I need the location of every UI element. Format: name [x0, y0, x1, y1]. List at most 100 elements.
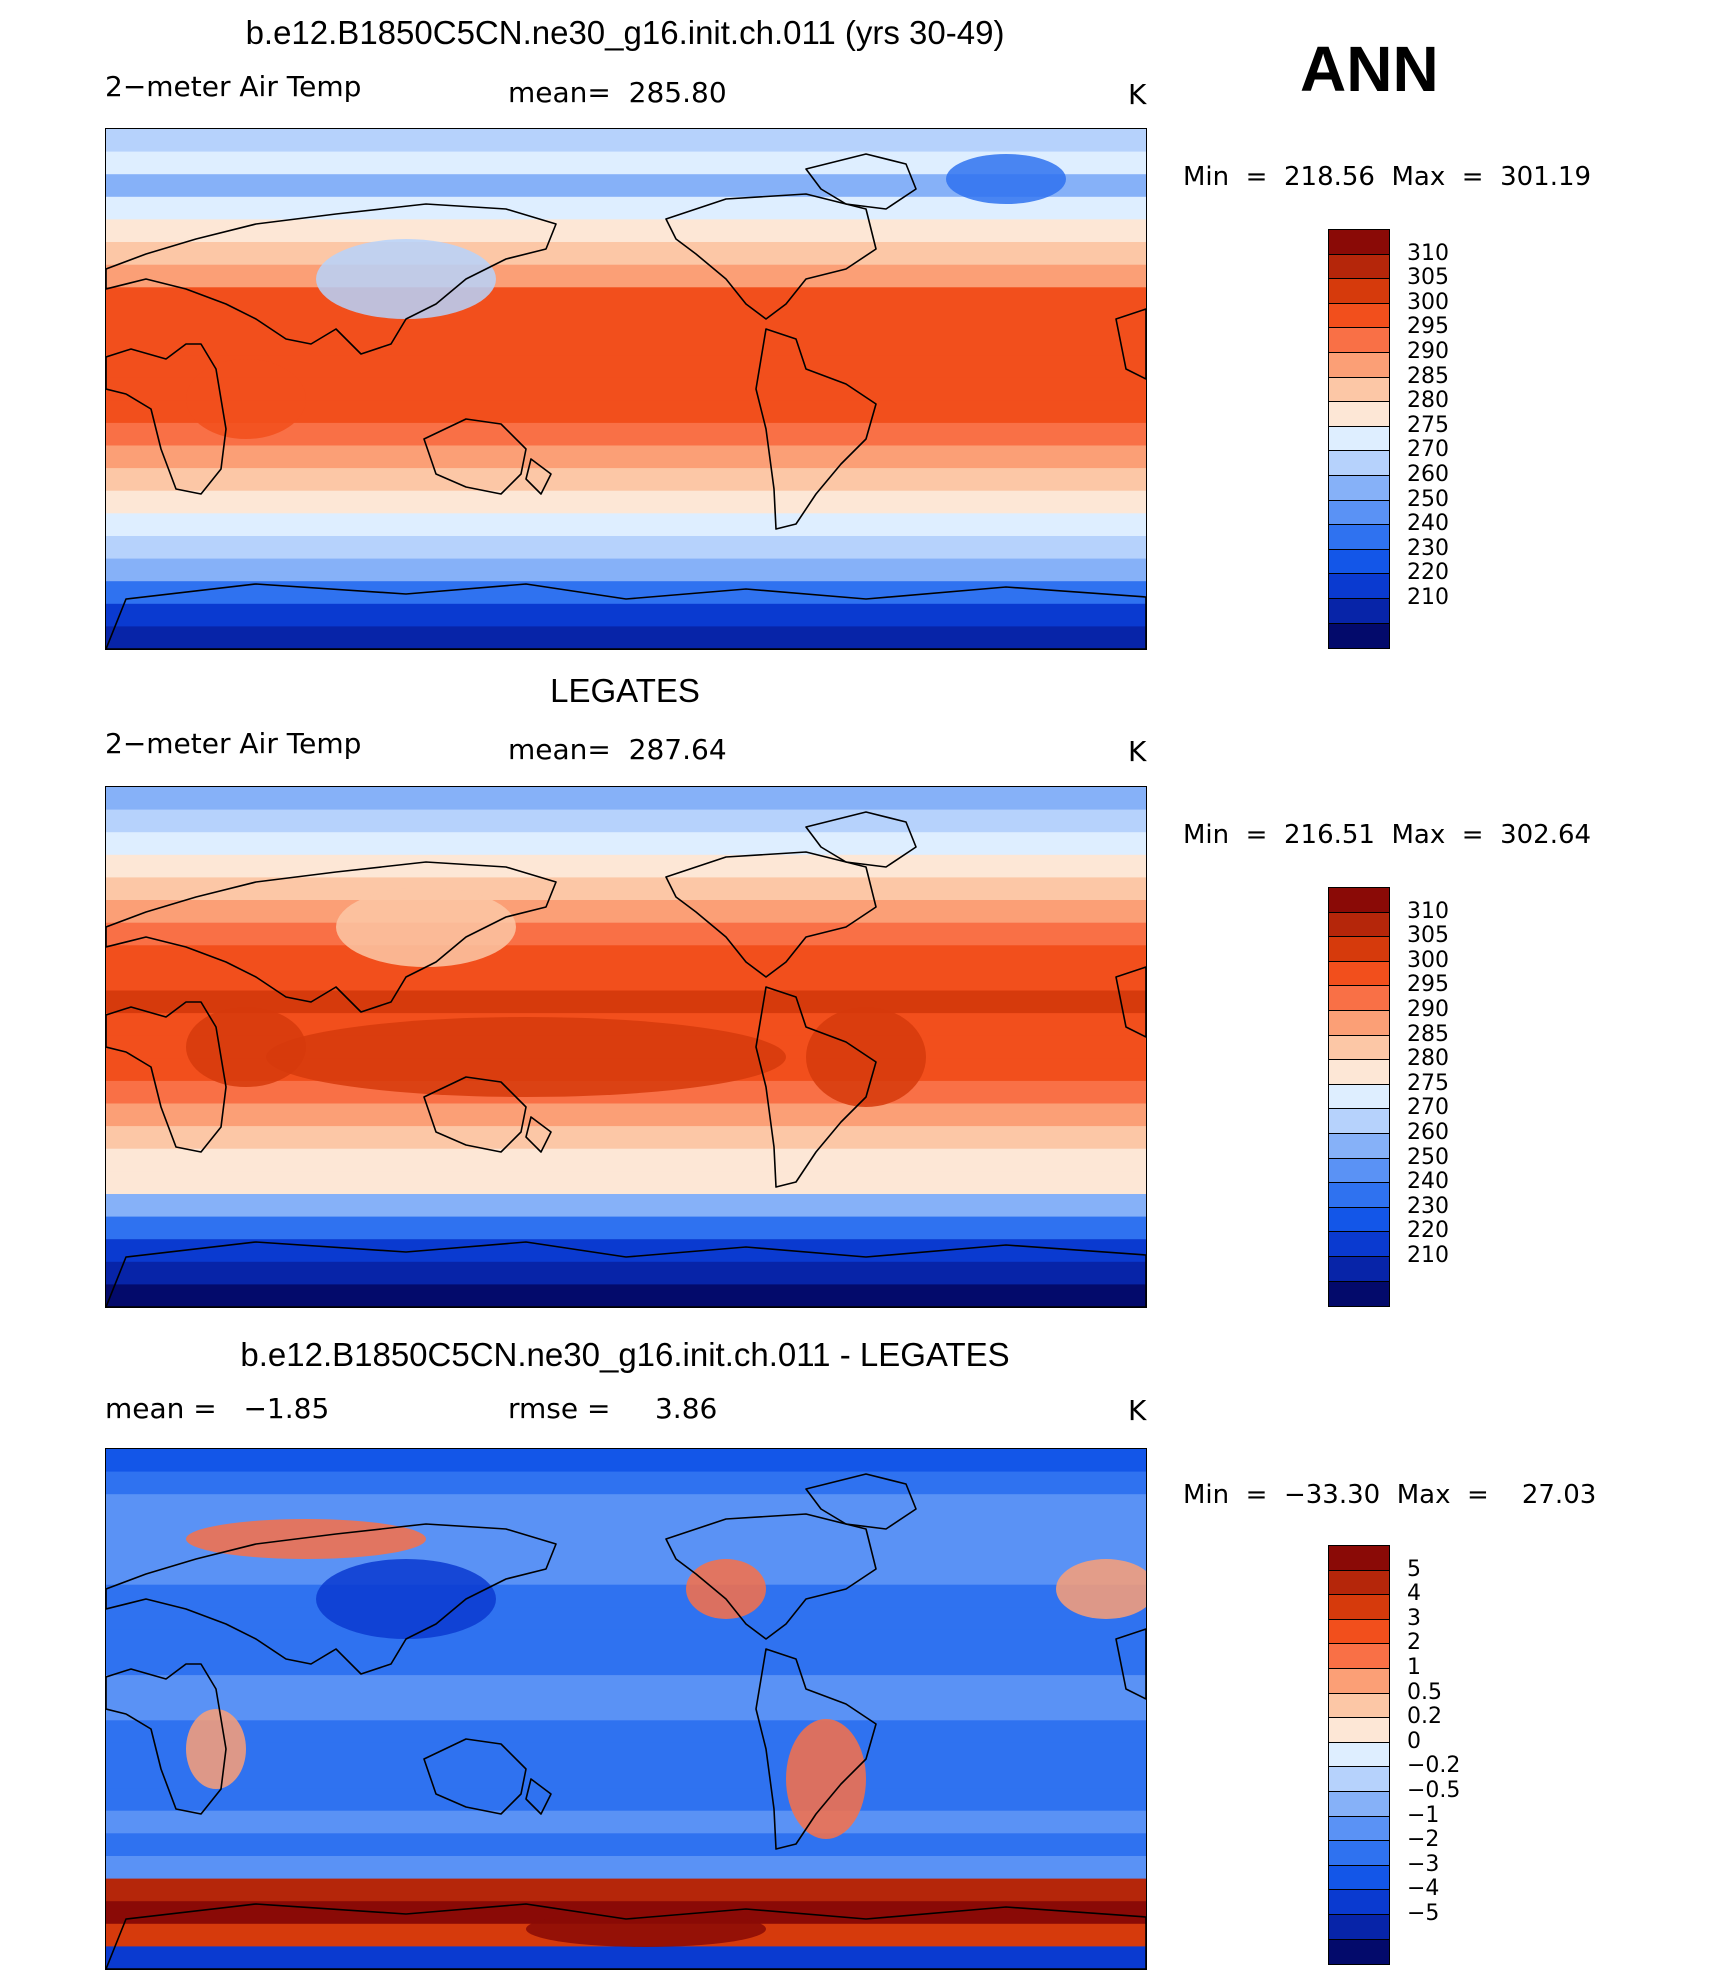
colorbar-tick-label: 280 — [1407, 388, 1449, 414]
map-lat-band — [106, 1675, 1146, 1699]
map-lat-band — [106, 196, 1146, 221]
colorbar-box — [1329, 475, 1389, 501]
map-lat-band — [106, 1284, 1146, 1307]
panel2-minmax: Min = 216.51 Max = 302.64 — [1183, 820, 1592, 850]
coastline — [665, 851, 877, 978]
map-lat-band — [106, 990, 1146, 1015]
coastline — [106, 1241, 1146, 1307]
colorbar-tick-label: −5 — [1407, 1901, 1440, 1926]
map-field-region — [316, 1559, 496, 1639]
panel2-units: K — [1128, 735, 1147, 768]
coastline — [106, 1663, 227, 1815]
map-lat-band — [106, 854, 1146, 879]
coastline — [755, 986, 877, 1188]
map-field-region — [686, 1559, 766, 1619]
coastline — [525, 1116, 552, 1153]
colorbar-box — [1329, 1060, 1389, 1085]
map-lat-band — [106, 219, 1146, 243]
colorbar-box — [1329, 1035, 1389, 1061]
colorbar-box — [1329, 1546, 1389, 1571]
map-lat-band — [106, 151, 1146, 176]
panel2-variable: 2−meter Air Temp — [105, 727, 362, 760]
coastline — [106, 1001, 227, 1153]
coastline — [106, 861, 557, 1013]
colorbar-box — [1329, 303, 1389, 329]
colorbar-box — [1329, 402, 1389, 427]
map-field-region — [186, 1007, 306, 1087]
colorbar-tick-label: 310 — [1407, 898, 1449, 924]
colorbar-tick-label: 260 — [1407, 462, 1449, 487]
map-lat-band — [106, 922, 1146, 947]
colorbar-box — [1329, 254, 1389, 280]
coastline — [805, 1473, 917, 1530]
map-lat-band — [106, 513, 1146, 537]
map-lat-band — [106, 1261, 1146, 1286]
map-lat-band — [106, 1878, 1146, 1903]
panel1-mean: mean= 285.80 — [508, 76, 727, 109]
map-lat-band — [106, 877, 1146, 901]
coastline — [106, 1523, 557, 1675]
map-lat-band — [106, 1720, 1146, 1744]
coastline — [1115, 966, 1146, 1038]
panel1-map — [105, 128, 1147, 650]
panel3-rmse: rmse = 3.86 — [508, 1392, 718, 1425]
map-lat-band — [106, 1584, 1146, 1609]
colorbar-tick-label: 210 — [1407, 1243, 1449, 1268]
map-lat-band — [106, 536, 1146, 560]
map-lat-band — [106, 129, 1146, 153]
map-lat-band — [106, 1126, 1146, 1150]
colorbar-tick-label: 2 — [1407, 1630, 1421, 1656]
map-field-region — [186, 359, 306, 439]
colorbar-tick-label: 310 — [1407, 240, 1449, 266]
colorbar-box — [1329, 1939, 1389, 1965]
map-field-region — [946, 154, 1066, 204]
coastline — [805, 811, 917, 868]
colorbar-box — [1329, 1718, 1389, 1743]
map-lat-band — [106, 1607, 1146, 1631]
map-lat-band — [106, 1629, 1146, 1654]
colorbar-tick-label: 300 — [1407, 947, 1449, 973]
colorbar-tick-label: 230 — [1407, 535, 1449, 561]
colorbar-box — [1329, 1890, 1389, 1915]
colorbar-box — [1329, 451, 1389, 476]
colorbar-box — [1329, 574, 1389, 599]
colorbar-box — [1329, 1207, 1389, 1233]
panel3-map — [105, 1448, 1147, 1970]
panel1-variable: 2−meter Air Temp — [105, 70, 362, 103]
map-field-region — [266, 1017, 786, 1097]
map-lat-band — [106, 1697, 1146, 1722]
map-lat-band — [106, 809, 1146, 834]
colorbar-box — [1329, 1158, 1389, 1184]
coastline — [423, 418, 527, 495]
panel3-title: b.e12.B1850C5CN.ne30_g16.init.ch.011 - L… — [240, 1336, 1010, 1373]
colorbar-box — [1329, 1791, 1389, 1817]
colorbar-box — [1329, 525, 1389, 550]
colorbar-box — [1329, 1232, 1389, 1257]
colorbar-box — [1329, 1742, 1389, 1768]
colorbar-box — [1329, 888, 1389, 913]
map-field-region — [316, 239, 496, 319]
colorbar-box — [1329, 426, 1389, 452]
panel3-units: K — [1128, 1394, 1147, 1427]
map-lat-band — [106, 445, 1146, 470]
map-field-region — [526, 1911, 766, 1947]
colorbar-tick-label: −4 — [1407, 1876, 1440, 1902]
colorbar-box — [1329, 1914, 1389, 1940]
map-lat-band — [106, 1856, 1146, 1880]
map-lat-band — [106, 264, 1146, 289]
map-lat-band — [106, 581, 1146, 605]
colorbar-tick-label: 275 — [1407, 1070, 1449, 1096]
coastline — [755, 1648, 877, 1850]
map-lat-band — [106, 1449, 1146, 1473]
colorbar-box — [1329, 986, 1389, 1011]
colorbar-box — [1329, 230, 1389, 255]
panel3-colorbar — [1328, 1545, 1390, 1966]
map-lat-band — [106, 1194, 1146, 1218]
colorbar-box — [1329, 500, 1389, 526]
map-field-region — [786, 1719, 866, 1839]
map-lat-band — [106, 1788, 1146, 1812]
colorbar-tick-label: 305 — [1407, 265, 1449, 291]
map-field-region — [186, 1519, 426, 1559]
colorbar-box — [1329, 1841, 1389, 1866]
colorbar-tick-label: 0 — [1407, 1728, 1421, 1754]
